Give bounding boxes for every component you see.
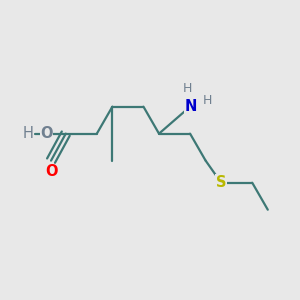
Text: H: H [202, 94, 212, 106]
Text: O: O [45, 164, 57, 179]
Text: N: N [185, 99, 197, 114]
Text: H: H [183, 82, 192, 95]
Text: O: O [40, 126, 53, 141]
Text: S: S [216, 175, 226, 190]
Text: H: H [23, 126, 34, 141]
